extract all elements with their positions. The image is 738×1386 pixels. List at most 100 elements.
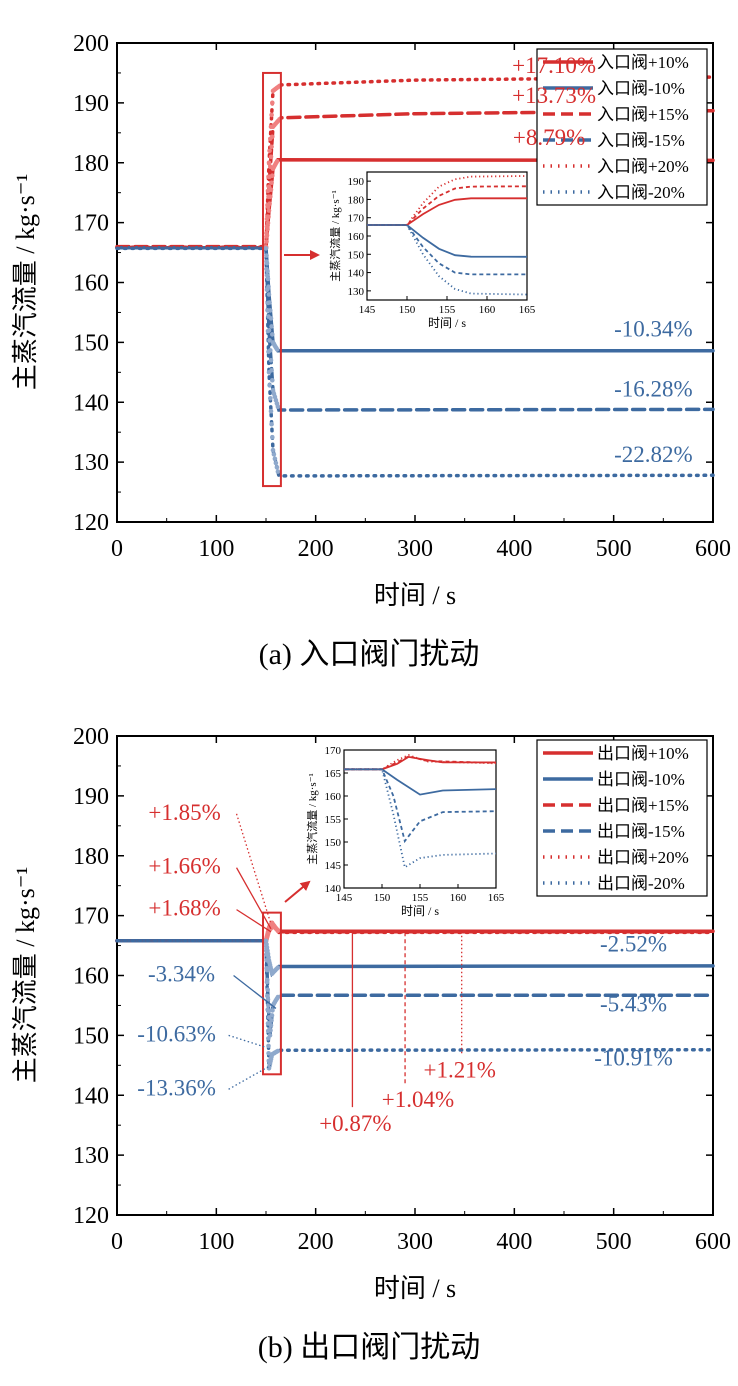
legend-label: 出口阀+15% [597,796,689,815]
transient-point [270,434,275,440]
inset-y-tick-label: 165 [325,768,342,780]
transient-point [264,952,269,957]
inset-series-line [367,224,528,296]
transient-point [266,314,271,319]
transient-point [264,287,270,293]
transient-point [266,208,272,213]
y-tick-label: 190 [73,784,109,810]
y-tick-label: 190 [73,91,109,117]
annotation-label: +13.73% [512,83,596,108]
panel-a-legend: 入口阀+10% 入口阀-10% 入口阀+15% 入口阀-15% 入口阀+20% 入口阀-2… [536,48,708,206]
x-tick-label: 600 [695,1229,731,1255]
transient-point [265,1028,271,1034]
transient-point [265,188,271,194]
transient-point [265,202,270,208]
inset-y-tick-label: 160 [348,231,365,243]
transient-point [275,994,281,1000]
transient-point [264,948,269,953]
transient-point [268,136,273,142]
inset-series-line [344,768,497,844]
legend-label: 出口阀-15% [597,822,685,841]
annotation-label: -10.34% [614,316,693,341]
legend-label: 入口阀-20% [597,183,685,202]
panel-a-caption: (a) 入口阀门扰动 [259,638,480,671]
transient-point [274,465,280,470]
inset-y-tick-label: 170 [325,745,342,757]
transient-point [270,332,275,337]
panel-b-legend: 出口阀+10% 出口阀-10% 出口阀+15% 出口阀-15% 出口阀+20% 出口阀-2… [536,739,708,897]
transient-point [275,965,281,970]
transient-point [268,408,274,414]
transient-point [269,1013,275,1018]
x-tick-label: 400 [496,1229,532,1255]
transient-point [270,1008,275,1013]
transient-point [264,234,269,239]
legend-label: 入口阀+10% [597,53,689,72]
inset-xlabel: 时间 / s [428,316,466,330]
transient-point [264,979,270,985]
transient-point [265,220,271,226]
legend-label: 出口阀-10% [597,770,685,789]
inset-x-tick-label: 165 [488,892,505,904]
transient-point [263,938,269,944]
inset-x-tick-label: 150 [399,304,416,316]
panel-b-caption: (b) 出口阀门扰动 [258,1331,480,1364]
annotation-leader [233,974,277,1009]
annotation-leader [228,1064,272,1090]
legend-label: 出口阀-20% [597,874,685,893]
annotation-label: +1.04% [382,1087,454,1112]
panel-a: 0 100 200 300 400 500 600 120 130 140 150 160 170 180… [11,31,731,671]
annotation-label: +1.68% [148,896,220,921]
inset-x-tick-label: 165 [519,304,536,316]
y-tick-label: 180 [73,151,109,177]
transient-point [266,370,272,375]
transient-point [268,154,274,160]
transient-point [264,216,270,222]
highlight-box [262,71,282,488]
transient-point [275,469,281,474]
inset-arrow [284,880,311,903]
y-tick-label: 200 [73,31,109,57]
legend-label: 出口阀+20% [597,848,689,867]
inset-x-tick-label: 145 [336,892,353,904]
legend-label: 入口阀+15% [597,105,689,124]
transient-point [264,253,269,258]
transient-point [269,180,274,185]
annotation-label: -13.36% [137,1075,216,1100]
transient-point [266,184,272,189]
inset-ylabel: 主蒸汽流量 / kg·s⁻¹ [305,773,319,865]
transient-point [267,148,272,154]
panel-a-plot: 0 100 200 300 400 500 600 120 130 140 150 160 170 180… [73,31,731,562]
annotation-label: -22.82% [614,442,693,467]
transient-point [264,239,269,244]
inset-y-tick-label: 140 [325,883,342,895]
transient-point [268,164,273,169]
transient-point [269,324,274,329]
x-tick-label: 300 [397,536,433,562]
inset-frame [366,171,528,301]
transient-point [266,1043,271,1049]
transient-point [263,246,269,251]
annotation-label: +17.10% [512,53,596,78]
annotation-label: -5.43% [600,991,667,1016]
panel-b-ylabel: 主蒸汽流量 / kg·s⁻¹ [11,867,40,1084]
transient-point [270,447,276,453]
transient-point [267,338,272,343]
x-tick-label: 500 [596,1229,632,1255]
y-tick-label: 130 [73,450,109,476]
transient-point [265,1007,271,1012]
x-tick-label: 0 [111,536,123,562]
transient-point [269,1018,274,1023]
y-tick-label: 170 [73,904,109,930]
inset-x-tick-label: 145 [359,304,376,316]
transient-point [270,100,275,106]
transient-point [266,174,271,180]
transient-point [265,987,271,992]
inset-x-tick-label: 155 [412,892,429,904]
annotation-leader [235,867,272,930]
transient-point [269,421,274,427]
transient-point [264,224,270,229]
inset-y-tick-label: 150 [348,249,365,261]
x-tick-label: 300 [397,1229,433,1255]
transient-point [275,1048,281,1054]
